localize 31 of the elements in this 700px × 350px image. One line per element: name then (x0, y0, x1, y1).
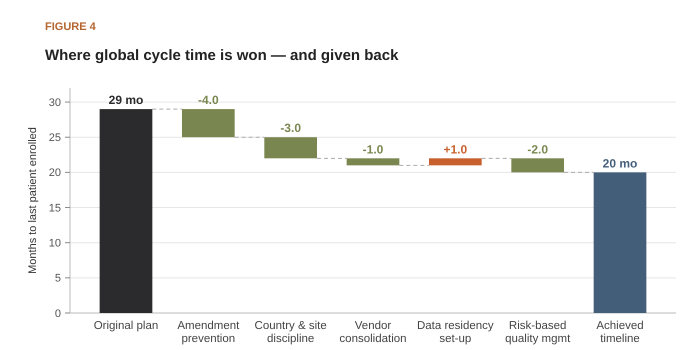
x-tick-label: Data residency set-up (416, 320, 494, 345)
y-tick-label: 0 (54, 308, 61, 320)
x-tick-label: Risk-based quality mgmt (505, 320, 572, 345)
bar (346, 158, 400, 166)
bar (511, 158, 564, 172)
y-tick-label: 25 (48, 132, 61, 144)
bar (428, 158, 482, 166)
y-tick-label: 30 (48, 96, 61, 109)
bar (182, 109, 235, 138)
y-tick-label: 5 (54, 272, 61, 285)
y-tick-label: 10 (48, 238, 61, 250)
data-label: +1.0 (443, 142, 468, 156)
data-label: -4.0 (198, 93, 219, 108)
x-tick-label: Vendor consolidation (339, 320, 407, 345)
data-label: 29 mo (108, 93, 144, 108)
bar (594, 172, 646, 313)
y-tick-label: 15 (48, 202, 61, 214)
chart-title: Where global cycle time is won — and given back (45, 47, 400, 64)
data-label: -3.0 (280, 121, 302, 136)
y-axis-title: Months to last patient enrolled (27, 127, 39, 274)
bar (100, 109, 152, 313)
x-tick-label: Amendment prevention (177, 320, 240, 345)
y-tick-label: 20 (48, 167, 61, 180)
x-tick-label: Country & site discipline (254, 320, 327, 345)
bar (264, 137, 318, 158)
x-tick-label: Achieved timeline (596, 320, 644, 345)
data-label: -2.0 (527, 142, 548, 156)
data-label: -1.0 (362, 142, 384, 156)
data-label: 20 mo (602, 156, 638, 170)
x-tick-label: Original plan (94, 320, 158, 332)
caption: FIGURE 4 (45, 21, 97, 33)
